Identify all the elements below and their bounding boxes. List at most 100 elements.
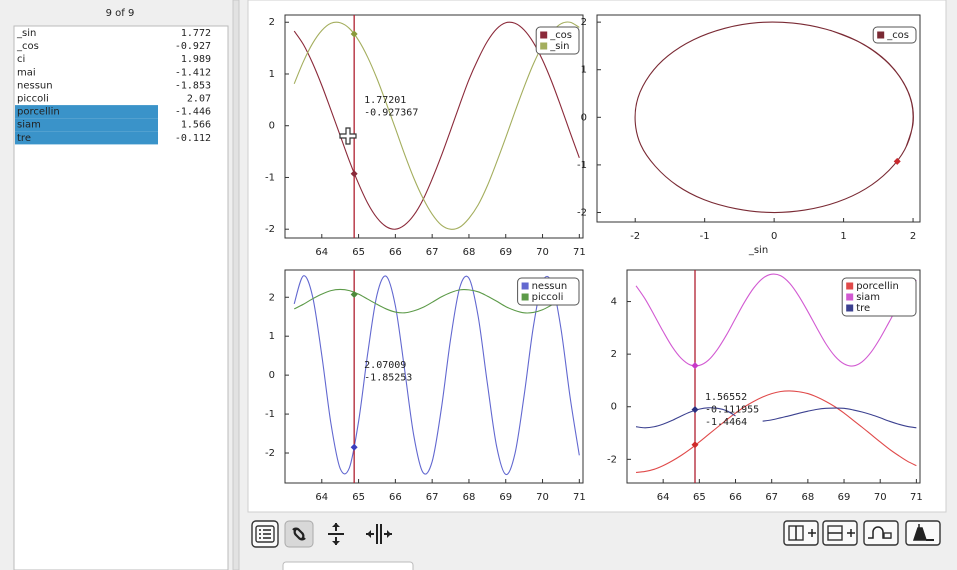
plot-content xyxy=(634,21,914,214)
row-highlight xyxy=(15,131,158,145)
plot: 64 65 66 67 68 69 70 71 -2 0 2 4 1.56552 -0.111955-1.… xyxy=(607,269,923,503)
x-tick-label: 69 xyxy=(499,492,512,503)
x-tick-label: 65 xyxy=(352,247,365,258)
legend-swatch xyxy=(521,282,529,290)
legend-label: _sin xyxy=(549,41,569,52)
new-plot-button[interactable] xyxy=(863,520,899,546)
row-value: -1.412 xyxy=(175,67,211,78)
cursor-marker xyxy=(691,406,699,414)
x-tick-label: 65 xyxy=(352,492,365,503)
row-name[interactable]: ci xyxy=(17,54,25,65)
marker xyxy=(893,157,901,165)
legend-swatch xyxy=(540,31,548,39)
cursor-value: -0.111955 xyxy=(705,405,759,416)
toolbar xyxy=(251,520,941,548)
plot: 64 65 66 67 68 69 70 71 -2 -1 0 1 2 2.07009 -1.85253 ne… xyxy=(265,269,586,503)
y-tick-label: 2 xyxy=(581,17,587,28)
y-tick-label: -1 xyxy=(577,160,587,171)
y-tick-label: 0 xyxy=(269,121,275,132)
row-name[interactable]: _cos xyxy=(16,41,39,52)
series-line xyxy=(635,390,917,474)
cursor-value: 1.77201 xyxy=(364,95,406,106)
split-vertical-button[interactable] xyxy=(822,520,858,546)
x-tick-label: 68 xyxy=(463,492,476,503)
x-tick-label: 66 xyxy=(729,492,742,503)
legend-label: tre xyxy=(856,303,870,314)
series-line xyxy=(293,288,580,314)
y-tick-label: 4 xyxy=(611,297,617,308)
plot-content xyxy=(293,270,580,483)
cursor-marker xyxy=(350,170,358,178)
x-tick-label: 68 xyxy=(801,492,814,503)
x-tick-label: 70 xyxy=(536,247,549,258)
row-value: -1.446 xyxy=(175,107,211,118)
row-value: 1.566 xyxy=(181,120,211,131)
y-tick-label: -2 xyxy=(577,207,587,218)
cursor-value: -1.4464 xyxy=(705,417,747,428)
series-line xyxy=(635,407,917,429)
plot-frame xyxy=(596,14,921,223)
zoom-vertical-button[interactable] xyxy=(328,523,344,545)
legend-label: piccoli xyxy=(532,292,564,303)
y-tick-label: 0 xyxy=(269,370,275,381)
y-tick-label: -2 xyxy=(265,448,275,459)
legend-swatch xyxy=(521,293,529,301)
y-tick-label: -1 xyxy=(265,409,275,420)
row-name[interactable]: tre xyxy=(17,133,31,144)
y-tick-label: 2 xyxy=(269,17,275,28)
cursor-value: -1.85253 xyxy=(364,373,412,384)
splitter[interactable] xyxy=(232,0,240,570)
y-tick-label: 2 xyxy=(611,349,617,360)
y-tick-label: 0 xyxy=(581,112,587,123)
x-tick-label: 66 xyxy=(389,492,402,503)
legend-swatch xyxy=(846,282,854,290)
link-button[interactable] xyxy=(284,520,314,548)
row-name[interactable]: _sin xyxy=(16,28,36,39)
series-line xyxy=(293,21,580,230)
row-name[interactable]: siam xyxy=(17,120,41,131)
y-tick-label: -2 xyxy=(265,224,275,235)
row-name[interactable]: porcellin xyxy=(17,107,60,118)
row-highlight xyxy=(15,118,158,132)
plots: 64 65 66 67 68 69 70 71 -2 -1 0 1 2 1.77201 -0.927367 _… xyxy=(265,14,923,503)
y-tick-label: 1 xyxy=(581,65,587,76)
x-tick-label: 69 xyxy=(499,247,512,258)
legend-box xyxy=(841,277,917,317)
mouse-cursor xyxy=(339,127,357,145)
row-value: 1.989 xyxy=(181,54,211,65)
series-line xyxy=(635,273,917,367)
x-tick-label: 67 xyxy=(765,492,778,503)
x-tick-label: 2 xyxy=(910,231,916,242)
series-line xyxy=(634,21,914,214)
x-tick-label: 68 xyxy=(463,247,476,258)
split-horizontal-button[interactable] xyxy=(783,520,819,546)
x-tick-label: 71 xyxy=(573,247,586,258)
x-tick-label: -2 xyxy=(630,231,640,242)
legend-label: _cos xyxy=(549,30,572,41)
row-value: 1.772 xyxy=(181,28,211,39)
x-tick-label: 70 xyxy=(874,492,887,503)
list-button[interactable] xyxy=(251,520,279,548)
row-name[interactable]: piccoli xyxy=(17,94,49,105)
clear-button[interactable] xyxy=(905,520,941,546)
y-tick-label: -1 xyxy=(265,172,275,183)
x-tick-label: 66 xyxy=(389,247,402,258)
row-highlight xyxy=(15,105,158,119)
cursor-marker xyxy=(350,30,358,38)
cursor-marker xyxy=(350,291,358,299)
x-tick-label: 67 xyxy=(426,492,439,503)
cursor-marker xyxy=(350,443,358,451)
row-name[interactable]: mai xyxy=(17,67,36,78)
legend-swatch xyxy=(540,42,548,50)
legend-swatch xyxy=(877,31,885,39)
y-tick-label: 2 xyxy=(269,292,275,303)
row-value: -1.853 xyxy=(175,80,211,91)
row-name[interactable]: nessun xyxy=(17,80,53,91)
rows: _sin 1.772 _cos -0.927 ci 1.989 mai -1.412 nessu… xyxy=(15,28,211,145)
y-tick-label: 1 xyxy=(269,331,275,342)
plot-content xyxy=(635,270,917,483)
status-field[interactable] xyxy=(282,561,414,570)
plot-frame xyxy=(626,269,921,484)
zoom-horizontal-button[interactable] xyxy=(366,524,392,544)
